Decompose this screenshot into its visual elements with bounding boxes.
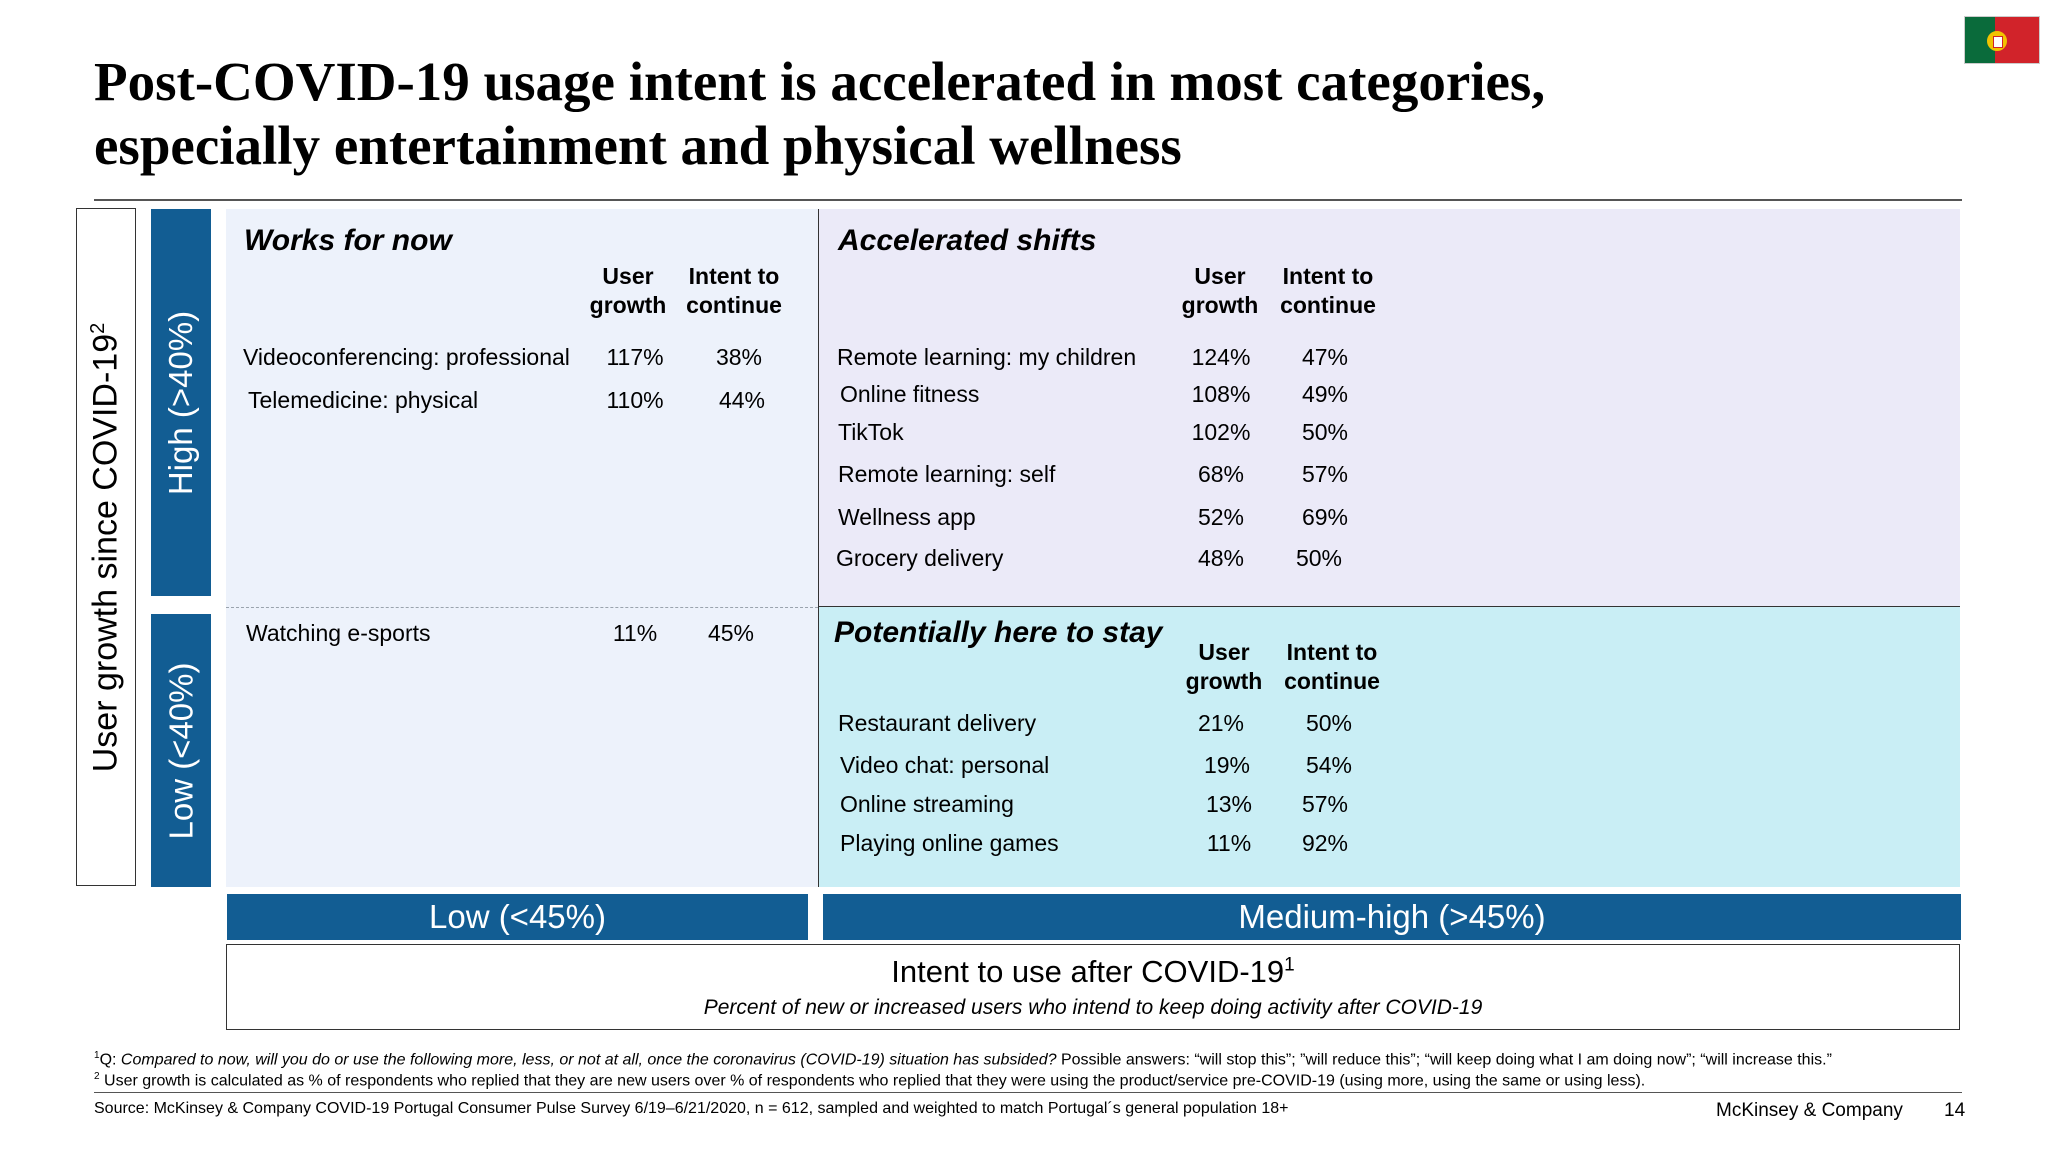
footer-divider xyxy=(94,1092,1962,1093)
intent-value: 92% xyxy=(1301,830,1349,856)
footnote-2: 2 User growth is calculated as % of resp… xyxy=(94,1071,1645,1090)
row-label: Online streaming xyxy=(840,791,1014,817)
intent-value: 50% xyxy=(1301,419,1349,445)
col-header-intent: Intent to continue xyxy=(1280,263,1376,318)
row-label: Restaurant delivery xyxy=(838,710,1037,736)
user-growth-value: 11% xyxy=(1206,830,1252,856)
x-axis-title-footnote: 1 xyxy=(1284,954,1295,976)
quadrant-title-accelerated-shifts: Accelerated shifts xyxy=(838,224,1097,257)
quadrant-title-works-for-now: Works for now xyxy=(244,224,452,257)
quadrant-accelerated-shifts xyxy=(819,209,1960,607)
y-band-high: High (>40%) xyxy=(151,209,211,596)
footnote-1-marker: 1 xyxy=(94,1050,100,1061)
x-axis-title: Intent to use after COVID-191 xyxy=(226,954,1960,990)
quadrant-dashed-divider xyxy=(226,607,818,608)
row-label: Online fitness xyxy=(840,381,980,407)
user-growth-value: 102% xyxy=(1191,419,1251,445)
intent-value: 44% xyxy=(718,387,766,413)
user-growth-value: 13% xyxy=(1205,791,1253,817)
user-growth-value: 11% xyxy=(612,620,658,646)
y-axis-title-text: User growth since COVID-19 xyxy=(86,333,125,772)
row-label: Remote learning: self xyxy=(838,461,1056,487)
quadrant-works-for-now xyxy=(226,209,819,887)
user-growth-value: 68% xyxy=(1197,461,1245,487)
x-axis-box xyxy=(226,944,1960,1030)
intent-value: 50% xyxy=(1305,710,1353,736)
quadrant-title-potentially-here-to-stay: Potentially here to stay xyxy=(834,616,1163,649)
x-axis-subtitle: Percent of new or increased users who in… xyxy=(703,996,1483,1019)
row-label: Remote learning: my children xyxy=(837,344,1137,370)
brand-name: McKinsey & Company xyxy=(1716,1100,1903,1121)
user-growth-value: 52% xyxy=(1197,504,1245,530)
y-axis-title: User growth since COVID-192 xyxy=(76,208,136,886)
y-band-low: Low (<40%) xyxy=(151,614,211,887)
intent-value: 45% xyxy=(707,620,755,646)
row-label: Watching e-sports xyxy=(246,620,431,646)
user-growth-value: 19% xyxy=(1203,752,1251,778)
user-growth-value: 117% xyxy=(606,344,664,370)
source-note: Source: McKinsey & Company COVID-19 Port… xyxy=(94,1100,1289,1117)
user-growth-value: 21% xyxy=(1197,710,1245,736)
footnote-1-question: Compared to now, will you do or use the … xyxy=(120,1051,1057,1069)
y-band-high-label: High (>40%) xyxy=(162,310,199,495)
col-header-intent: Intent to continue xyxy=(686,263,782,318)
y-axis-box xyxy=(76,208,136,886)
page-number: 14 xyxy=(1944,1100,1966,1121)
intent-value: 47% xyxy=(1301,344,1349,370)
quadrant-potentially-here-to-stay xyxy=(819,607,1960,887)
intent-value: 54% xyxy=(1305,752,1353,778)
footnote-2-text: User growth is calculated as % of respon… xyxy=(99,1072,1646,1090)
intent-value: 50% xyxy=(1295,545,1343,571)
col-header-intent: Intent to continue xyxy=(1284,639,1380,694)
x-band-medium-high: Medium-high (>45%) xyxy=(823,894,1961,940)
row-label: Video chat: personal xyxy=(840,752,1050,778)
footnote-1-answers: Possible answers: “will stop this”; ”wil… xyxy=(1056,1051,1832,1069)
y-axis-title-footnote: 2 xyxy=(87,322,110,334)
user-growth-value: 48% xyxy=(1197,545,1245,571)
row-label: TikTok xyxy=(838,419,904,445)
slide-title: Post-COVID-19 usage intent is accelerate… xyxy=(94,50,1954,178)
x-band-low: Low (<45%) xyxy=(227,894,808,940)
row-label: Wellness app xyxy=(838,504,976,530)
footnote-1-q: Q: xyxy=(99,1051,121,1069)
x-axis-title-text: Intent to use after COVID-19 xyxy=(891,954,1285,989)
x-band-medium-high-label: Medium-high (>45%) xyxy=(1238,898,1546,935)
title-line-1: Post-COVID-19 usage intent is accelerate… xyxy=(94,51,1546,112)
intent-value: 57% xyxy=(1301,791,1349,817)
portugal-flag-icon xyxy=(1964,16,2040,64)
row-label: Videoconferencing: professional xyxy=(243,344,570,370)
intent-value: 69% xyxy=(1301,504,1349,530)
col-header-user-growth: User growth xyxy=(1181,263,1259,318)
title-divider xyxy=(94,199,1962,201)
user-growth-value: 124% xyxy=(1191,344,1251,370)
intent-value: 49% xyxy=(1301,381,1349,407)
user-growth-value: 110% xyxy=(606,387,664,413)
footnote-2-marker: 2 xyxy=(94,1071,100,1082)
row-label: Playing online games xyxy=(840,830,1059,856)
footnote-1: 1Q: Compared to now, will you do or use … xyxy=(94,1050,1832,1069)
col-header-user-growth: User growth xyxy=(1185,639,1263,694)
user-growth-value: 108% xyxy=(1191,381,1251,407)
quadrant-vertical-divider xyxy=(818,209,819,887)
row-label: Telemedicine: physical xyxy=(248,387,479,413)
y-band-low-label: Low (<40%) xyxy=(162,661,200,840)
quadrant-horizontal-divider xyxy=(819,606,1960,607)
intent-value: 57% xyxy=(1301,461,1349,487)
title-line-2: especially entertainment and physical we… xyxy=(94,115,1182,176)
x-band-low-label: Low (<45%) xyxy=(428,898,606,935)
col-header-user-growth: User growth xyxy=(589,263,667,318)
row-label: Grocery delivery xyxy=(836,545,1004,571)
intent-value: 38% xyxy=(715,344,763,370)
